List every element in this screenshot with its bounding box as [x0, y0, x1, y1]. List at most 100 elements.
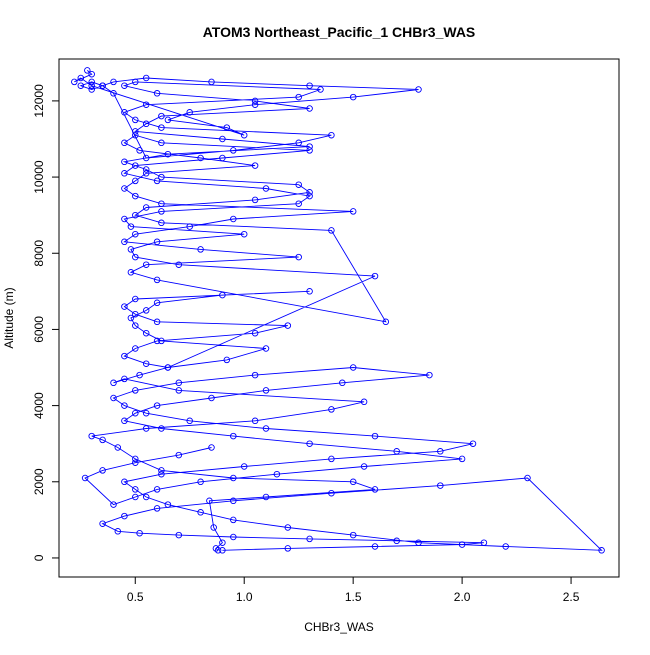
data-point: [142, 101, 150, 108]
data-point: [197, 478, 204, 486]
data-point: [219, 539, 226, 546]
data-point: [284, 322, 292, 329]
data-point: [88, 78, 95, 86]
data-point: [328, 131, 335, 139]
data-point: [142, 120, 150, 128]
data-point: [121, 417, 128, 425]
data-point: [127, 223, 135, 230]
data-point: [121, 375, 128, 383]
data-point: [306, 535, 313, 543]
data-point: [121, 170, 128, 177]
data-point: [230, 147, 237, 154]
data-point: [127, 246, 135, 253]
plot-frame: [58, 58, 620, 578]
data-point: [132, 295, 139, 303]
data-point: [142, 74, 150, 82]
data-point: [360, 398, 368, 406]
data-point: [142, 204, 150, 211]
data-point: [84, 67, 91, 74]
data-point: [371, 272, 379, 280]
data-point: [142, 360, 150, 367]
data-point: [142, 170, 150, 177]
data-point: [306, 189, 313, 196]
data-point: [208, 78, 215, 86]
data-point: [306, 105, 313, 112]
data-point: [110, 78, 117, 86]
data-point: [240, 463, 248, 470]
data-point: [142, 154, 150, 162]
y-tick-label: 10000: [32, 160, 46, 194]
data-point: [393, 537, 400, 545]
series-layer: [71, 67, 605, 554]
data-point: [121, 139, 128, 147]
x-tick-label: 1.0: [236, 590, 253, 604]
data-point: [328, 227, 335, 234]
data-point: [158, 467, 165, 474]
data-point: [251, 329, 259, 337]
data-point: [251, 371, 259, 379]
data-point: [349, 478, 357, 486]
data-point: [208, 394, 215, 402]
data-point: [77, 82, 85, 89]
data-point: [81, 474, 89, 482]
data-point: [142, 493, 150, 501]
data-point: [175, 451, 183, 459]
series-line-2: [84, 367, 603, 551]
data-point: [306, 143, 313, 150]
data-point: [110, 379, 117, 387]
data-point: [153, 505, 161, 512]
data-point: [153, 177, 161, 185]
data-point: [230, 533, 237, 541]
data-point: [88, 86, 95, 93]
y-axis-label: Altitude (m): [2, 287, 16, 348]
data-point: [371, 543, 379, 550]
data-point: [88, 70, 95, 78]
data-point: [121, 109, 128, 116]
data-point: [480, 539, 488, 546]
data-point: [121, 238, 128, 246]
data-point: [153, 318, 161, 326]
data-point: [142, 329, 150, 337]
data-point: [208, 444, 215, 451]
data-point: [114, 528, 122, 535]
data-point: [349, 364, 357, 371]
data-point: [121, 185, 128, 192]
data-point: [251, 101, 259, 108]
data-point: [142, 261, 150, 268]
data-point: [136, 529, 143, 537]
data-point: [132, 459, 139, 466]
data-point: [371, 432, 379, 440]
data-point: [328, 489, 335, 497]
data-point: [251, 417, 259, 425]
data-point: [121, 303, 128, 310]
data-point: [132, 253, 139, 261]
data-point: [153, 299, 161, 307]
data-point: [158, 124, 165, 131]
data-point: [295, 181, 302, 188]
x-axis-label: CHBr3_WAS: [304, 620, 374, 634]
data-point: [132, 486, 139, 493]
data-point: [317, 86, 324, 93]
data-point: [262, 185, 270, 192]
y-axis: 0 2000 4000 6000 8000 10000 12000: [32, 84, 59, 561]
y-tick-label: 12000: [32, 84, 46, 118]
data-point: [121, 215, 128, 223]
data-point: [197, 509, 204, 516]
data-point: [197, 246, 204, 253]
data-point: [110, 394, 117, 402]
data-point: [214, 547, 222, 554]
data-point: [132, 131, 139, 139]
data-point: [371, 486, 379, 493]
data-point: [121, 158, 128, 166]
data-point: [164, 501, 172, 508]
data-point: [186, 223, 193, 230]
data-point: [132, 455, 139, 463]
data-point: [262, 493, 270, 501]
y-tick-label: 4000: [32, 392, 46, 419]
data-point: [110, 90, 117, 97]
data-point: [306, 192, 313, 200]
data-point: [251, 196, 259, 204]
data-point: [121, 478, 128, 486]
data-point: [240, 230, 248, 238]
data-point: [153, 90, 161, 97]
